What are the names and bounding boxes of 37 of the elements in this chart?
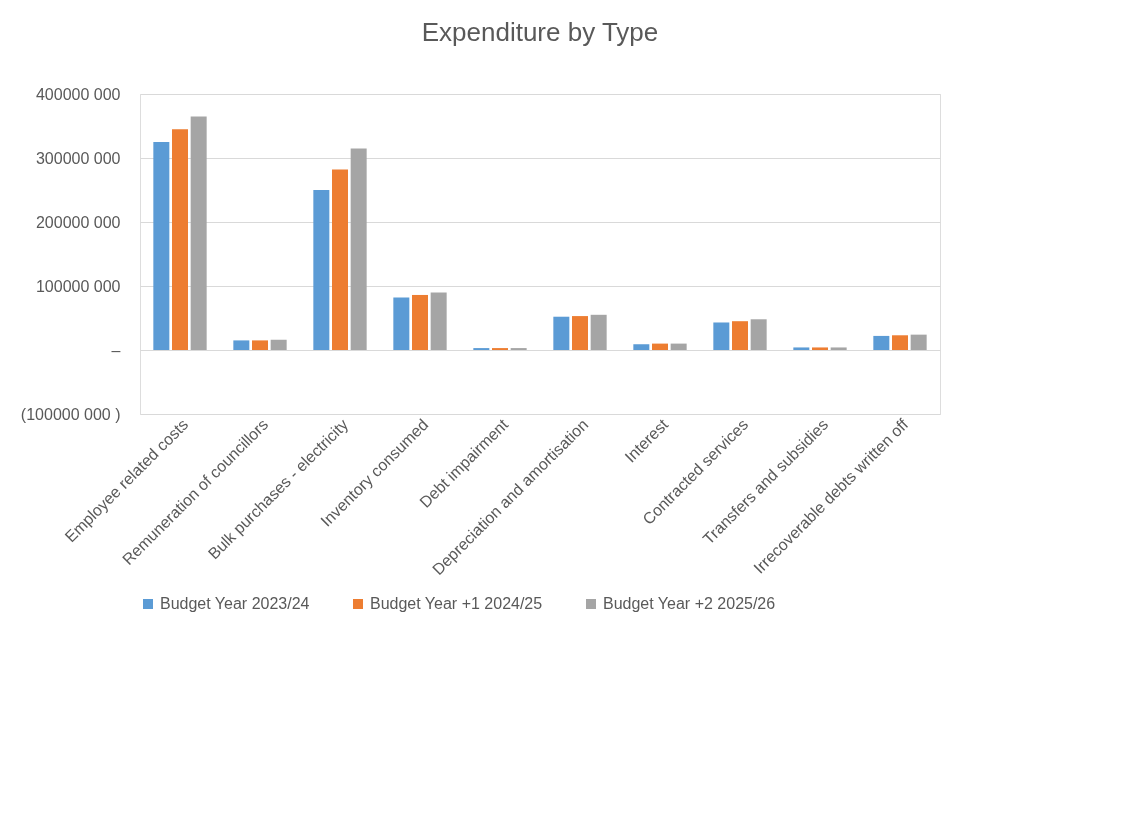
bar bbox=[750, 319, 767, 350]
y-tick-label: 300000 000 bbox=[35, 149, 121, 167]
bar bbox=[713, 322, 730, 350]
bar bbox=[873, 335, 890, 350]
bar bbox=[332, 169, 348, 350]
bar bbox=[652, 343, 668, 350]
bar bbox=[732, 321, 748, 350]
legend-label: Budget Year 2023/24 bbox=[160, 595, 310, 612]
bar bbox=[553, 316, 570, 350]
y-tick-label: – bbox=[111, 341, 121, 359]
bar bbox=[412, 294, 428, 350]
bar bbox=[430, 292, 447, 350]
y-tick-label: 200000 000 bbox=[35, 213, 121, 231]
bar bbox=[350, 148, 367, 350]
y-tick-label: 100000 000 bbox=[35, 277, 121, 295]
bar bbox=[910, 334, 927, 350]
bar bbox=[812, 347, 828, 350]
bar bbox=[670, 343, 687, 350]
bar bbox=[590, 314, 607, 350]
bar bbox=[252, 340, 268, 350]
y-tick-label: (100000 000 ) bbox=[20, 405, 121, 423]
bar bbox=[830, 347, 847, 350]
bar bbox=[233, 340, 250, 350]
bar bbox=[153, 142, 170, 350]
bar bbox=[572, 316, 588, 350]
bar bbox=[793, 347, 810, 350]
chart-title: Expenditure by Type bbox=[421, 17, 659, 47]
legend-label: Budget Year +2 2025/26 bbox=[603, 595, 776, 612]
y-tick-label: 400000 000 bbox=[35, 85, 121, 103]
legend-label: Budget Year +1 2024/25 bbox=[370, 595, 543, 612]
bar bbox=[270, 339, 287, 350]
bar bbox=[393, 297, 410, 350]
bar bbox=[633, 344, 650, 350]
bar bbox=[313, 190, 330, 350]
bar bbox=[172, 129, 188, 350]
bar bbox=[892, 335, 908, 350]
bar bbox=[190, 116, 207, 350]
